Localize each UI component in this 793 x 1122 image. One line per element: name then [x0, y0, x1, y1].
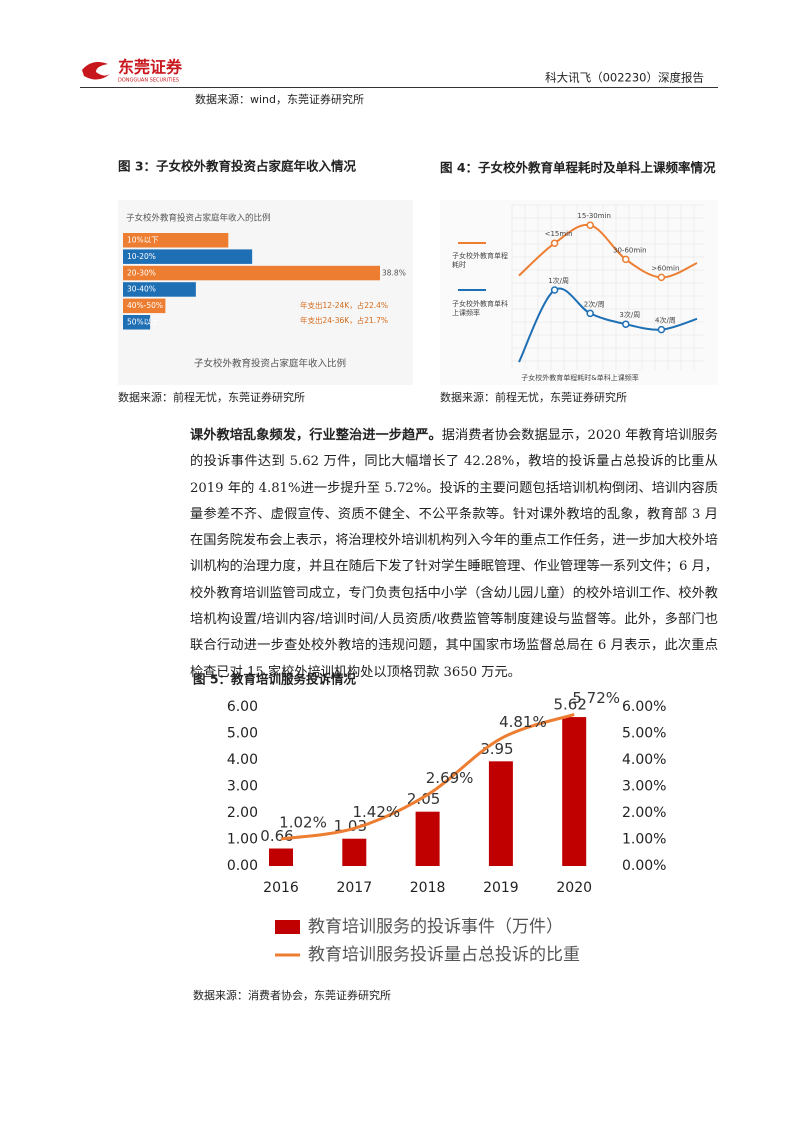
- bar-value-label: 5.62: [553, 696, 586, 714]
- y2-tick-label: 1.00%: [622, 832, 666, 848]
- point: [550, 286, 559, 294]
- legend-label: 子女校外教育单程耗时: [452, 252, 508, 269]
- value-label: 38.8%: [382, 268, 406, 277]
- point-label: >60min: [651, 264, 679, 272]
- bar: [123, 265, 380, 281]
- annotation: 年支出24-36K，占21.7%: [300, 315, 388, 325]
- y-tick-label: 5.00: [227, 726, 258, 742]
- x-tick-label: 2019: [483, 880, 519, 896]
- line-value-label: 1.42%: [352, 803, 400, 821]
- y2-tick-label: 0.00%: [622, 858, 666, 874]
- bar: [342, 838, 367, 866]
- point-label: 30-60min: [613, 246, 647, 254]
- legend-swatch: [275, 920, 300, 934]
- line-value-label: 4.81%: [499, 713, 547, 731]
- bar-value-label: 3.95: [480, 740, 513, 758]
- source: 数据来源：前程无忧，东莞证券研究所: [118, 390, 305, 404]
- category-label: 40%-50%: [127, 301, 163, 310]
- point: [550, 239, 559, 247]
- figure-caption: 图 3：子女校外教育投资占家庭年收入情况: [118, 159, 357, 174]
- bar: [123, 315, 151, 330]
- paragraph: 课外教培乱象频发，行业整治进一步趋严。据消费者协会数据显示，2020 年教育培训…: [190, 423, 718, 686]
- bar: [123, 233, 229, 248]
- point-label: 2次/周: [584, 299, 605, 308]
- x-tick-label: 2020: [556, 880, 592, 896]
- series-line: [280, 712, 575, 841]
- point: [586, 221, 594, 229]
- y2-tick-label: 6.00%: [622, 699, 666, 715]
- bar: [562, 717, 587, 866]
- source: 数据来源：前程无忧，东莞证券研究所: [440, 390, 627, 404]
- source: 数据来源：消费者协会，东莞证券研究所: [193, 988, 391, 1002]
- bar: [488, 761, 513, 866]
- bar: [415, 811, 440, 866]
- axis-label: 子女校外教育单程耗时&单科上课频率: [521, 373, 638, 382]
- report-title: 科大讯飞（002230）深度报告: [545, 71, 704, 85]
- logo-sub: DONGGUAN SECURITIES: [118, 78, 179, 84]
- point: [586, 309, 594, 318]
- x-tick-label: 2018: [410, 880, 446, 896]
- y2-tick-label: 3.00%: [622, 779, 666, 795]
- category-label: 20-30%: [127, 268, 156, 277]
- bar: [123, 282, 196, 297]
- point-label: 15-30min: [577, 212, 611, 220]
- paragraph-body: 据消费者协会数据显示，2020 年教育培训服务的投诉事件达到 5.62 万件，同…: [190, 428, 718, 680]
- y-tick-label: 2.00: [227, 805, 258, 821]
- line-value-label: 2.69%: [426, 769, 474, 787]
- paragraph-lead: 课外教培乱象频发，行业整治进一步趋严。: [190, 428, 442, 443]
- y-tick-label: 6.00: [227, 699, 258, 715]
- y-tick-label: 3.00: [227, 779, 258, 795]
- point: [622, 320, 630, 328]
- source: 数据来源：wind，东莞证券研究所: [195, 92, 364, 106]
- bar: [269, 848, 293, 866]
- logo-mark: [82, 62, 110, 80]
- y2-tick-label: 2.00%: [622, 805, 666, 821]
- figure-caption: 图 5：教育培训服务投诉情况: [193, 672, 357, 687]
- line-value-label: 5.72%: [572, 689, 620, 707]
- category-label: 50%以上: [127, 318, 159, 327]
- x-tick-label: 2017: [336, 880, 372, 896]
- line-value-label: 1.02%: [279, 813, 327, 831]
- annotation: 年支出12-24K，占22.4%: [300, 300, 388, 310]
- x-tick-label: 2016: [263, 880, 299, 896]
- legend-label: 子女校外教育单科上课频率: [452, 300, 508, 317]
- category-label: 30-40%: [127, 285, 156, 294]
- bar: [123, 249, 253, 264]
- point: [622, 255, 630, 264]
- figure-caption: 图 4：子女校外教育单程耗时及单科上课频率情况: [440, 160, 716, 175]
- category-label: 10%以下: [127, 236, 159, 245]
- legend-label: 教育培训服务的投诉事件（万件）: [308, 917, 563, 937]
- point: [657, 273, 666, 282]
- legend-label: 教育培训服务投诉量占总投诉的比重: [308, 945, 580, 965]
- point-label: 4次/周: [655, 316, 676, 325]
- point-label: 3次/周: [619, 310, 640, 319]
- y-tick-label: 1.00: [227, 832, 258, 848]
- category-label: 10-20%: [127, 252, 156, 261]
- point: [657, 325, 666, 334]
- point-label: <15min: [545, 230, 573, 238]
- y2-tick-label: 4.00%: [622, 752, 666, 768]
- y-tick-label: 0.00: [227, 858, 258, 874]
- chart-title: 子女校外教育投资占家庭年收入的比例: [126, 213, 271, 224]
- y-tick-label: 4.00: [227, 752, 258, 768]
- y2-tick-label: 5.00%: [622, 726, 666, 742]
- figure-background: [440, 200, 718, 385]
- axis-label: 子女校外教育投资占家庭年收入比例: [194, 358, 346, 370]
- bar: [123, 298, 166, 314]
- bar-value-label: 0.66: [260, 827, 293, 845]
- logo-name: 东莞证券: [118, 58, 183, 77]
- point-label: 1次/周: [548, 276, 569, 285]
